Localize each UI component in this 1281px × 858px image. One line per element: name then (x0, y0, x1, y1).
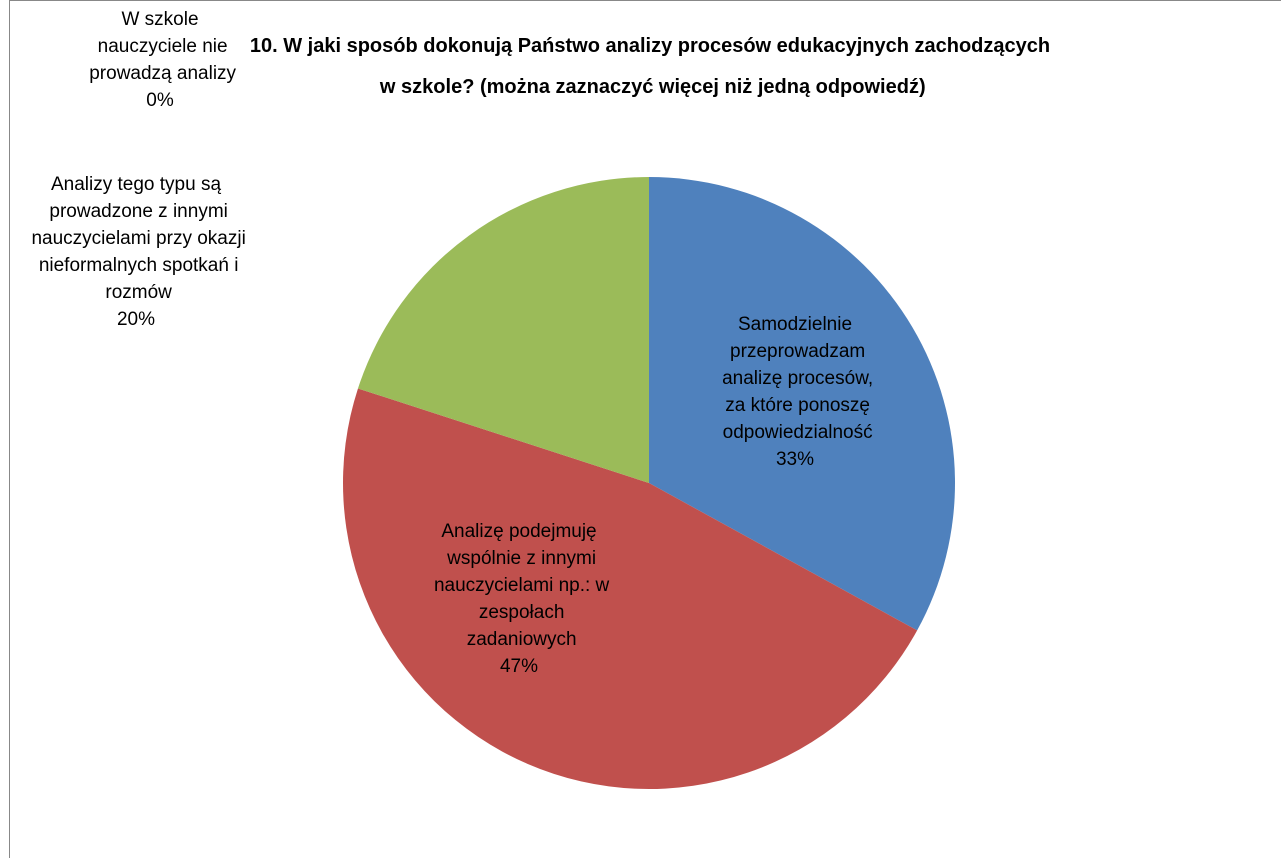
slice-label: Samodzielnie przeprowadzam analizę proce… (717, 314, 873, 443)
pie-slice (343, 388, 918, 789)
pie-slice (357, 177, 649, 483)
slice-value-label: 47% (500, 656, 538, 677)
pie-slice (649, 177, 956, 631)
slice-value-label: 20% (117, 309, 155, 330)
slice-label: Analizy tego typu są prowadzone z innymi… (26, 174, 246, 303)
chart-title: 10. W jaki sposób dokonują Państwo anali… (250, 35, 1050, 98)
slice-label: W szkole nauczyciele nie prowadzą analiz… (84, 9, 237, 84)
slice-value-label: 33% (776, 449, 814, 470)
chart-frame (9, 0, 1281, 858)
slice-value-label: 0% (146, 90, 174, 111)
slice-label: Analizę podejmuję wspólnie z innymi nauc… (429, 521, 610, 650)
